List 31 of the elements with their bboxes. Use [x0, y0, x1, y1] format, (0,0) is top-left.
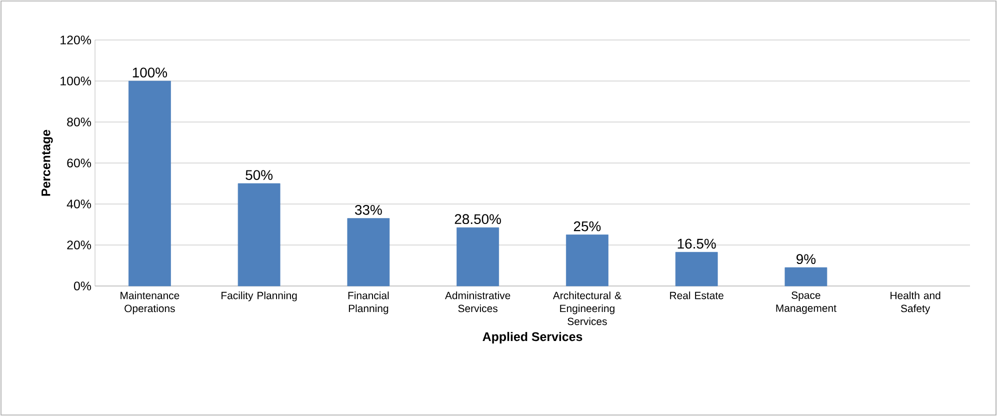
data-label: 25%	[574, 221, 601, 232]
y-axis-title: Percentage	[42, 130, 53, 196]
data-label: 28.50%	[454, 214, 501, 224]
x-tick-label: Financial Planning	[348, 292, 389, 314]
bar	[128, 80, 171, 286]
bar	[238, 183, 280, 286]
x-tick-label: Architectural & Engineering Services	[552, 292, 622, 326]
y-tick-label: 100%	[60, 76, 92, 86]
data-label: 100%	[132, 68, 168, 78]
bar	[456, 227, 500, 286]
bar	[784, 267, 828, 286]
x-tick-label: Health and Safety	[890, 292, 940, 314]
x-tick-label: Space Management	[776, 292, 836, 314]
data-label: 16.5%	[678, 238, 716, 249]
y-tick-label: 60%	[67, 158, 92, 168]
y-tick-label: 20%	[67, 240, 92, 250]
x-tick-label: Facility Planning	[222, 292, 297, 302]
x-axis-title: Applied Services	[482, 332, 582, 344]
bar	[347, 218, 390, 286]
bar	[675, 252, 718, 286]
y-tick-label: 120%	[60, 36, 92, 44]
x-tick-label: Administrative Services	[444, 292, 510, 312]
x-tick-label: Maintenance Operations	[120, 292, 180, 314]
bar	[566, 234, 608, 286]
y-tick-label: 80%	[67, 118, 92, 126]
data-label: 33%	[355, 204, 382, 215]
x-tick-label: Real Estate	[670, 292, 724, 300]
y-tick-label: 40%	[66, 200, 92, 208]
data-label: 50%	[246, 170, 273, 180]
y-tick-label: 0%	[74, 282, 92, 290]
data-label: 9%	[796, 254, 816, 264]
